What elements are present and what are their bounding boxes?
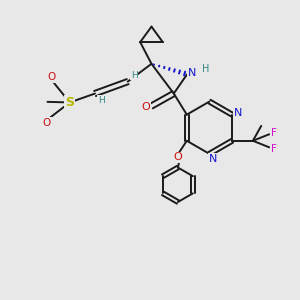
Text: N: N — [234, 108, 242, 118]
Text: H: H — [202, 64, 209, 74]
Text: N: N — [188, 68, 196, 78]
Text: N: N — [209, 154, 217, 164]
Text: F: F — [271, 128, 277, 138]
Text: H: H — [98, 96, 105, 105]
Text: O: O — [48, 72, 56, 82]
Text: S: S — [65, 96, 74, 109]
Text: O: O — [141, 103, 150, 112]
Text: O: O — [174, 152, 182, 162]
Text: H: H — [131, 70, 138, 80]
Text: F: F — [271, 143, 277, 154]
Text: O: O — [43, 118, 51, 128]
